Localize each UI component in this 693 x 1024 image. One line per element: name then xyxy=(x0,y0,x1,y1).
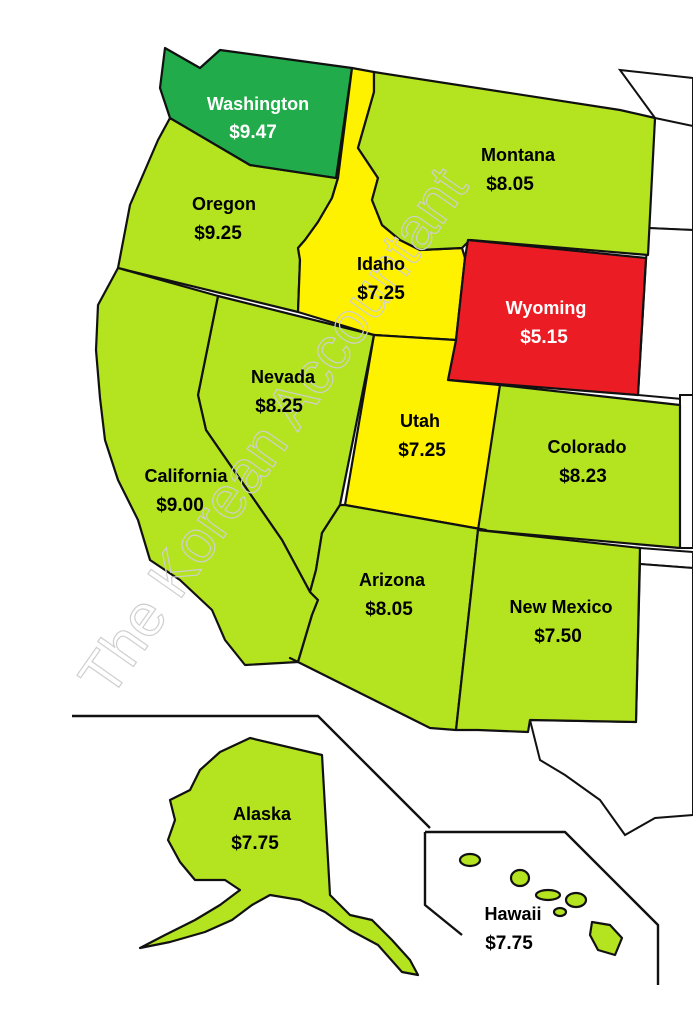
label-utah-value: $7.25 xyxy=(398,440,446,461)
label-hawaii-name: Hawaii xyxy=(484,904,541,924)
label-hawaii-value: $7.75 xyxy=(485,933,533,954)
label-alaska-value: $7.75 xyxy=(231,833,279,854)
label-utah-name: Utah xyxy=(400,411,440,431)
state-new-mexico[interactable] xyxy=(454,528,642,734)
label-wyoming-name: Wyoming xyxy=(506,298,587,318)
label-colorado-name: Colorado xyxy=(548,437,627,457)
label-wyoming-value: $5.15 xyxy=(520,327,568,348)
state-hawaii[interactable] xyxy=(458,852,624,957)
state-california[interactable] xyxy=(94,266,320,667)
label-oregon-name: Oregon xyxy=(192,194,256,214)
state-labels: Washington $9.47 Oregon $9.25 Idaho $7.2… xyxy=(144,94,626,954)
state-washington[interactable] xyxy=(158,46,354,180)
label-washington-value: $9.47 xyxy=(229,122,277,143)
state-colorado[interactable] xyxy=(476,383,682,550)
hawaii-inset-side xyxy=(423,832,463,936)
label-idaho-name: Idaho xyxy=(357,254,405,274)
label-new-mexico-value: $7.50 xyxy=(534,626,582,647)
state-montana[interactable] xyxy=(356,70,657,257)
label-new-mexico-name: New Mexico xyxy=(509,597,612,617)
label-washington-name: Washington xyxy=(207,94,309,114)
label-montana-name: Montana xyxy=(481,145,556,165)
state-alaska[interactable] xyxy=(138,736,420,977)
label-oregon-value: $9.25 xyxy=(194,223,242,244)
label-nevada-value: $8.25 xyxy=(255,396,303,417)
label-california-value: $9.00 xyxy=(156,495,204,516)
label-arizona-name: Arizona xyxy=(359,570,426,590)
neighbor-kansas xyxy=(679,394,693,549)
hawaii-inset-border xyxy=(425,830,660,985)
western-states xyxy=(94,46,682,734)
neighbor-states xyxy=(528,68,693,837)
label-idaho-value: $7.25 xyxy=(357,283,405,304)
label-montana-value: $8.05 xyxy=(486,174,534,195)
label-alaska-name: Alaska xyxy=(233,804,292,824)
label-arizona-value: $8.05 xyxy=(365,599,413,620)
inset-borders xyxy=(72,714,660,985)
label-colorado-value: $8.23 xyxy=(559,466,607,487)
label-nevada-name: Nevada xyxy=(251,367,316,387)
alaska-inset-border xyxy=(72,714,431,829)
label-california-name: California xyxy=(144,466,228,486)
